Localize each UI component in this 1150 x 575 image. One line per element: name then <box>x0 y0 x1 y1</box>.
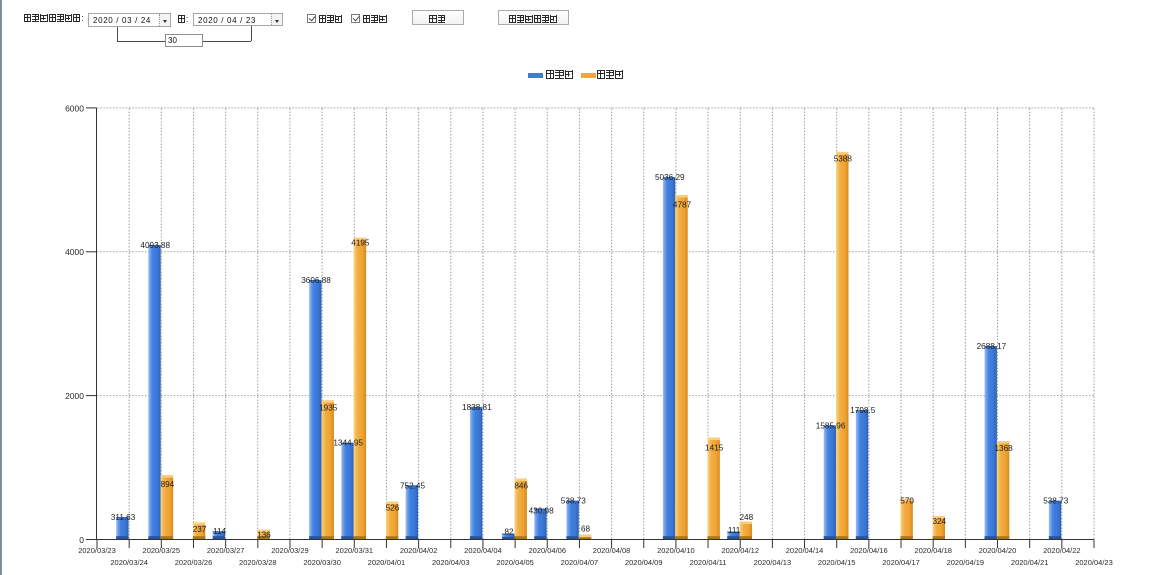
svg-text:2020/04/19: 2020/04/19 <box>947 558 985 567</box>
svg-text:2020/04/11: 2020/04/11 <box>690 558 727 567</box>
svg-text:2020/04/16: 2020/04/16 <box>850 546 888 555</box>
svg-text:4000: 4000 <box>65 247 84 257</box>
svg-text:846: 846 <box>514 482 528 491</box>
svg-text:2020/04/14: 2020/04/14 <box>786 546 824 555</box>
svg-text:5036.29: 5036.29 <box>655 173 685 182</box>
svg-text:82: 82 <box>504 528 514 537</box>
svg-text:4093.88: 4093.88 <box>140 241 170 250</box>
svg-text:5388: 5388 <box>834 154 853 163</box>
svg-text:2020/03/31: 2020/03/31 <box>336 546 374 555</box>
svg-text:538.73: 538.73 <box>1043 497 1068 506</box>
svg-text:68: 68 <box>581 525 591 534</box>
svg-text:4195: 4195 <box>351 239 370 248</box>
svg-text:1798.5: 1798.5 <box>850 406 875 415</box>
svg-text:2020/03/25: 2020/03/25 <box>143 546 181 555</box>
svg-text:2020/04/17: 2020/04/17 <box>882 558 920 567</box>
svg-text:2020/04/18: 2020/04/18 <box>914 546 952 555</box>
svg-text:2020/03/23: 2020/03/23 <box>78 546 116 555</box>
svg-text:1368: 1368 <box>995 444 1014 453</box>
svg-text:6000: 6000 <box>65 103 84 113</box>
svg-text:2020/04/04: 2020/04/04 <box>464 546 502 555</box>
svg-text:2020/04/01: 2020/04/01 <box>368 558 406 567</box>
svg-text:2020/04/13: 2020/04/13 <box>754 558 792 567</box>
svg-text:2020/03/27: 2020/03/27 <box>207 546 245 555</box>
svg-text:570: 570 <box>900 496 914 505</box>
svg-text:2020/04/07: 2020/04/07 <box>561 558 599 567</box>
svg-text:2020/04/05: 2020/04/05 <box>496 558 534 567</box>
svg-text:237: 237 <box>193 525 207 534</box>
svg-text:2020/04/15: 2020/04/15 <box>818 558 856 567</box>
svg-text:894: 894 <box>161 480 175 489</box>
svg-text:1838.81: 1838.81 <box>462 403 492 412</box>
svg-text:2020/04/10: 2020/04/10 <box>657 546 695 555</box>
svg-text:248: 248 <box>739 513 753 522</box>
svg-text:526: 526 <box>386 504 400 513</box>
svg-text:2020/04/09: 2020/04/09 <box>625 558 663 567</box>
svg-text:2020/04/21: 2020/04/21 <box>1011 558 1049 567</box>
svg-text:2020/04/20: 2020/04/20 <box>979 546 1017 555</box>
svg-text:1344.95: 1344.95 <box>333 439 363 448</box>
svg-text:1585.96: 1585.96 <box>816 421 846 430</box>
svg-text:2020/03/24: 2020/03/24 <box>110 558 148 567</box>
svg-text:1935: 1935 <box>319 404 338 413</box>
svg-text:4787: 4787 <box>673 201 692 210</box>
svg-text:136: 136 <box>257 531 271 540</box>
svg-text:2020/04/06: 2020/04/06 <box>528 546 566 555</box>
svg-text:2020/03/30: 2020/03/30 <box>303 558 341 567</box>
svg-text:2688.17: 2688.17 <box>977 342 1007 351</box>
svg-text:2020/04/08: 2020/04/08 <box>593 546 631 555</box>
svg-text:311.63: 311.63 <box>111 513 136 522</box>
svg-text:2000: 2000 <box>65 391 84 401</box>
svg-text:3606.88: 3606.88 <box>301 276 331 285</box>
svg-text:2020/03/26: 2020/03/26 <box>175 558 213 567</box>
svg-text:114: 114 <box>213 527 226 536</box>
svg-text:1415: 1415 <box>705 444 724 453</box>
svg-text:2020/03/28: 2020/03/28 <box>239 558 277 567</box>
svg-text:111: 111 <box>728 526 741 535</box>
svg-text:430.98: 430.98 <box>529 506 554 515</box>
svg-text:2020/04/03: 2020/04/03 <box>432 558 470 567</box>
svg-text:324: 324 <box>932 517 946 526</box>
svg-text:2020/04/22: 2020/04/22 <box>1043 546 1081 555</box>
svg-text:2020/04/02: 2020/04/02 <box>400 546 438 555</box>
svg-text:0: 0 <box>79 535 84 545</box>
svg-text:2020/03/29: 2020/03/29 <box>271 546 309 555</box>
svg-text:752.45: 752.45 <box>400 481 425 490</box>
svg-text:538.73: 538.73 <box>561 497 586 506</box>
svg-text:2020/04/12: 2020/04/12 <box>721 546 759 555</box>
svg-text:2020/04/23: 2020/04/23 <box>1075 558 1113 567</box>
